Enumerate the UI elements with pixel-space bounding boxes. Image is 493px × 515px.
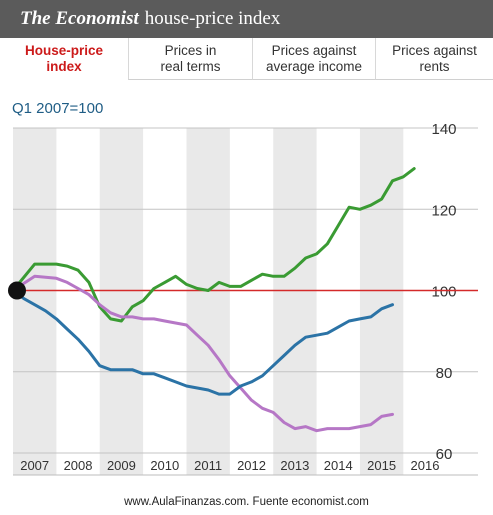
year-band-2011	[186, 128, 230, 475]
x-tick-labels: 2007 2008 2009 2010 2011 2012 2013 2014 2015 2016	[20, 458, 439, 473]
y-tick-120: 120	[431, 202, 456, 219]
x-tick-2014: 2014	[324, 458, 353, 473]
start-marker-group	[8, 281, 26, 300]
series-lines	[11, 167, 416, 433]
tab-prices-against-rents[interactable]: Prices against rents	[375, 38, 493, 80]
series-line-purple	[11, 274, 394, 433]
x-tick-2009: 2009	[107, 458, 136, 473]
x-tick-2016: 2016	[411, 458, 440, 473]
view-tabs: House-price index Prices in real terms P…	[0, 38, 493, 80]
chart-subtitle: Q1 2007=100	[12, 100, 103, 117]
tab-house-price-index[interactable]: House-price index	[0, 38, 128, 80]
year-bands	[13, 128, 404, 475]
year-band-2007	[13, 128, 57, 475]
series-line-blue	[11, 289, 394, 396]
y-tick-80: 80	[436, 365, 453, 382]
x-tick-2007: 2007	[20, 458, 49, 473]
tab-prices-against-income[interactable]: Prices against average income	[252, 38, 375, 80]
gridlines	[13, 127, 478, 476]
tab-prices-real-terms[interactable]: Prices in real terms	[128, 38, 252, 80]
x-tick-2011: 2011	[194, 458, 222, 473]
year-band-2013	[273, 128, 317, 475]
chart-title: house-price index	[144, 8, 281, 29]
y-tick-100: 100	[431, 284, 456, 301]
start-marker	[8, 281, 26, 300]
y-tick-labels: 60 80 100 120 140	[431, 121, 456, 463]
x-tick-2013: 2013	[280, 458, 309, 473]
y-tick-60: 60	[436, 446, 453, 463]
source-footer: www.AulaFinanzas.com. Fuente economist.c…	[124, 496, 369, 508]
x-tick-2015: 2015	[367, 458, 396, 473]
y-tick-140: 140	[431, 121, 456, 138]
x-tick-2012: 2012	[237, 458, 266, 473]
brand-name: The Economist	[20, 8, 139, 29]
x-tick-2008: 2008	[64, 458, 93, 473]
chart-title-bar: The Economist house-price index	[0, 0, 493, 38]
year-band-2009	[99, 128, 144, 475]
x-tick-2010: 2010	[150, 458, 179, 473]
chart-area: Q1 2007=100 60 80 100 120 140 2007 2008 2009 20…	[0, 80, 493, 480]
